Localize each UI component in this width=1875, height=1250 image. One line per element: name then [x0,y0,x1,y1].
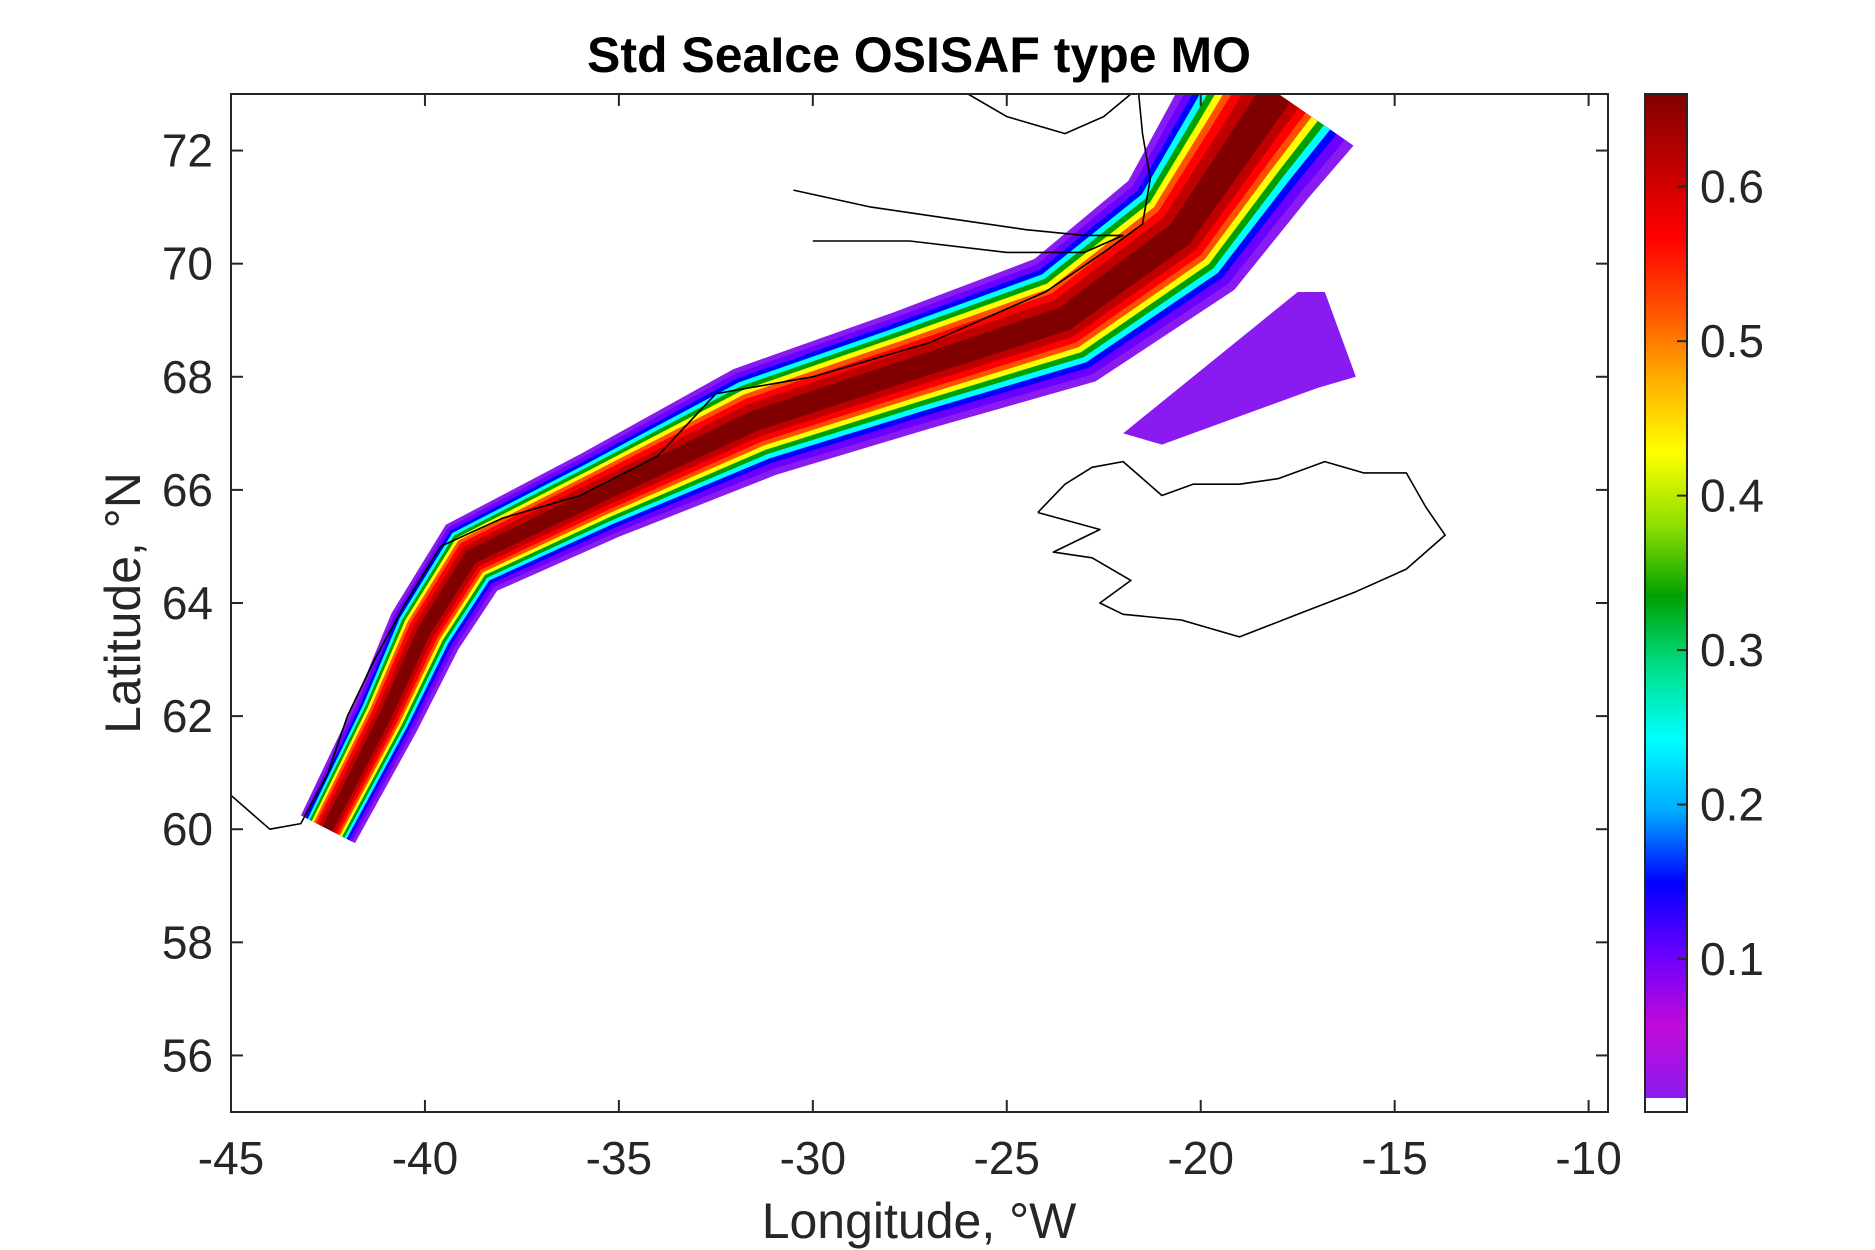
y-axis-label: Latitude, °N [95,472,151,734]
ice-concentration-layer [300,94,1356,844]
coastline-scoresby_fjord [793,189,1124,254]
y-tick-label: 68 [162,351,213,403]
colorbar-tick-label: 0.6 [1700,161,1764,213]
y-tick-label: 62 [162,690,213,742]
colorbar-gradient [1645,94,1687,1098]
ice-contour-band [313,94,1312,836]
y-tick-label: 60 [162,803,213,855]
y-tick-label: 56 [162,1029,213,1081]
x-axis-label: Longitude, °W [762,1193,1077,1249]
colorbar-tick-label: 0.5 [1700,315,1764,367]
coastline-greenland_east [231,94,1152,830]
x-tick-label: -40 [392,1132,458,1184]
colorbar-tick-label: 0.3 [1700,624,1764,676]
colorbar-tick-label: 0.1 [1700,933,1764,985]
colorbar: 0.1 0.2 0.3 0.4 0.5 0.6 [1644,93,1764,1113]
x-tick-label: -15 [1361,1132,1427,1184]
colorbar-tick-label: 0.2 [1700,779,1764,831]
x-tick-label: -45 [198,1132,264,1184]
y-tick-label: 64 [162,577,213,629]
low-ice-region [1123,291,1356,445]
plot-area [231,94,1446,844]
x-axis: -45 -40 -35 -30 -25 -20 -15 -10 [198,94,1622,1184]
x-tick-label: -10 [1555,1132,1621,1184]
coastline-iceland [1037,460,1446,638]
y-tick-label: 66 [162,464,213,516]
x-tick-label: -25 [974,1132,1040,1184]
colorbar-tick-label: 0.4 [1700,470,1764,522]
y-axis: 56 58 60 62 64 66 68 70 72 [162,125,1608,1081]
colorbar-frame [1644,93,1688,1113]
x-tick-label: -30 [780,1132,846,1184]
colorbar-nan-swatch [1645,1098,1687,1112]
x-tick-label: -20 [1167,1132,1233,1184]
y-tick-label: 58 [162,916,213,968]
coastline-northern_fjords [967,94,1132,135]
x-tick-label: -35 [586,1132,652,1184]
coastline-layer [231,94,1446,830]
y-tick-label: 72 [162,125,213,177]
y-tick-label: 70 [162,238,213,290]
ice-contour-band [319,94,1299,833]
colorbar-ticks: 0.1 0.2 0.3 0.4 0.5 0.6 [1677,161,1764,985]
chart-title: Std SeaIce OSISAF type MO [587,27,1251,83]
